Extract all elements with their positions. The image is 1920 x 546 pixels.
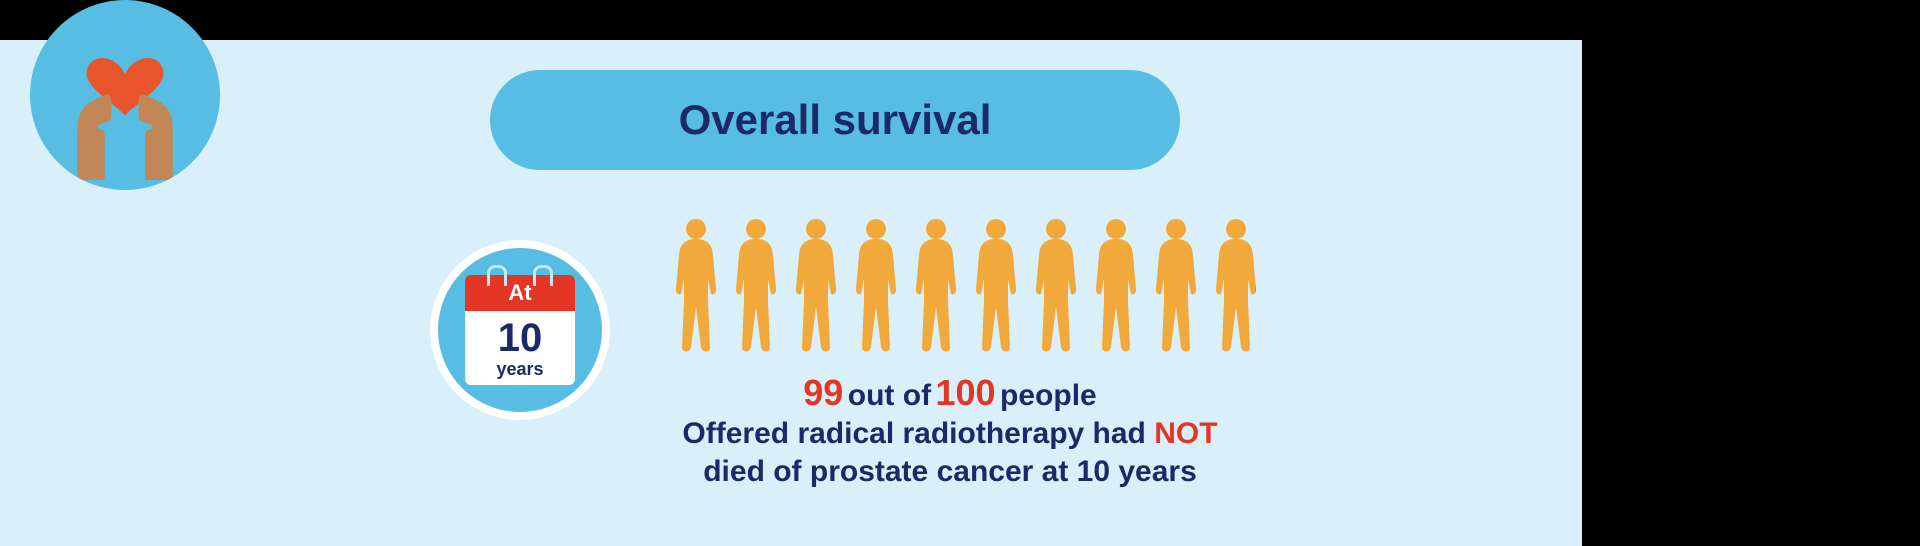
title-pill: Overall survival [490,70,1180,170]
person-icon-wrapper [970,215,1022,360]
left-hand-icon [77,94,111,180]
calendar-number: 10 [498,318,543,358]
person-icon [670,215,722,355]
person-icon-wrapper [670,215,722,360]
stat-line2-pre: Offered radical radiotherapy had [682,417,1145,450]
calendar-ring-icon [533,265,553,286]
person-icon [1030,215,1082,355]
calendar-unit: years [496,360,543,378]
person-icon-wrapper [1030,215,1082,360]
person-icon-wrapper [1090,215,1142,360]
stat-line-2: Offered radical radiotherapy had NOT [630,415,1270,453]
stat-denominator: 100 [936,372,996,413]
person-icon [850,215,902,355]
stat-line-1: 99 out of 100 people [630,370,1270,415]
people-pictogram-row [670,215,1262,360]
person-icon-wrapper [1210,215,1262,360]
person-icon-wrapper [730,215,782,360]
person-icon [910,215,962,355]
calendar-ring-icon [487,265,507,286]
person-icon [970,215,1022,355]
person-icon-wrapper [1150,215,1202,360]
person-icon [790,215,842,355]
info-panel: Overall survival At 10 years [0,40,1582,546]
calendar-top-label: At [508,280,531,306]
stat-suffix-1: people [1000,379,1097,412]
right-hand-icon [139,94,173,180]
person-icon [730,215,782,355]
stat-line-3: died of prostate cancer at 10 years [630,453,1270,491]
calendar-badge: At 10 years [430,240,610,420]
person-icon [1090,215,1142,355]
stat-numerator: 99 [803,372,843,413]
stat-mid-1: out of [848,379,931,412]
calendar-icon: At 10 years [465,275,575,385]
person-icon-wrapper [910,215,962,360]
calendar-body: 10 years [465,311,575,385]
person-icon-wrapper [850,215,902,360]
hands-heart-icon [30,0,220,190]
stat-text-block: 99 out of 100 people Offered radical rad… [630,370,1270,490]
stat-emph: NOT [1154,417,1217,450]
person-icon [1210,215,1262,355]
person-icon-wrapper [790,215,842,360]
page-title: Overall survival [679,96,992,144]
calendar-header: At [465,275,575,311]
person-icon [1150,215,1202,355]
